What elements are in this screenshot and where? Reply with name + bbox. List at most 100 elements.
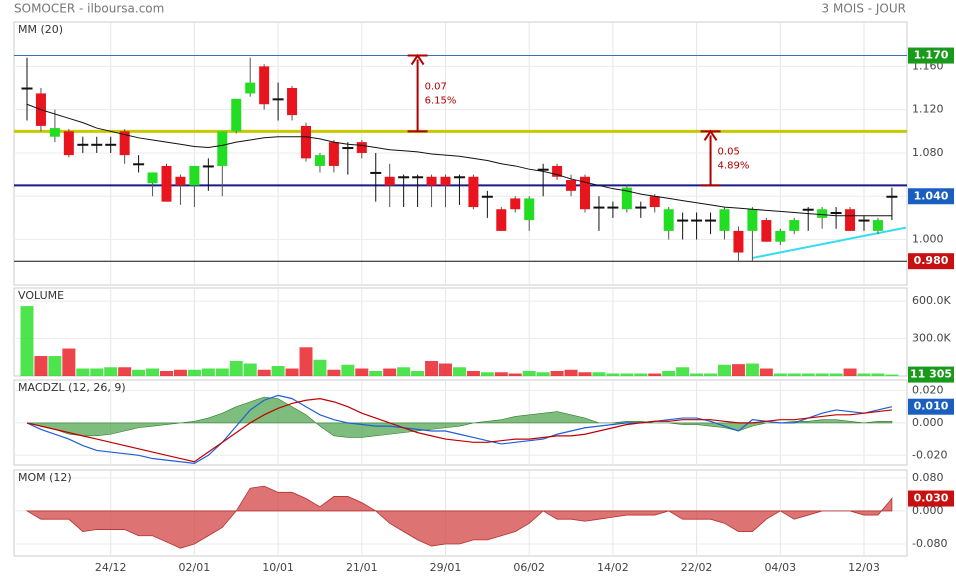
candle-body xyxy=(468,176,479,208)
candle-body xyxy=(384,176,395,186)
volume-bar xyxy=(871,373,885,376)
volume-bar xyxy=(857,373,871,376)
volume-bar xyxy=(425,361,439,376)
candle-body xyxy=(175,176,186,186)
arrow-label: 0.07 xyxy=(425,81,447,92)
panel-label: MOM (12) xyxy=(18,471,72,484)
candle-body xyxy=(775,230,786,242)
volume-bar xyxy=(369,371,383,376)
volume-bar xyxy=(801,373,815,376)
candle-body xyxy=(802,208,814,211)
volume-bar xyxy=(383,368,397,376)
candle-body xyxy=(607,206,619,209)
volume-bar xyxy=(704,373,718,376)
volume-bar xyxy=(522,371,536,376)
candle-body xyxy=(845,209,856,231)
candle-body xyxy=(537,168,549,171)
arrow-label: 0.05 xyxy=(718,146,740,157)
panel-label: VOLUME xyxy=(18,289,64,302)
panel-frame xyxy=(13,21,908,286)
volume-bar xyxy=(843,368,857,376)
candle-body xyxy=(119,131,130,156)
y-tick-label: 600.0K xyxy=(912,294,951,307)
volume-bar xyxy=(745,363,759,376)
last-value-label: 0.010 xyxy=(914,400,949,413)
volume-bar xyxy=(564,369,578,376)
candle-body xyxy=(63,131,74,156)
x-tick-label: 02/01 xyxy=(179,561,211,574)
last-value-label: 1.170 xyxy=(914,49,949,62)
candle-body xyxy=(314,155,325,166)
volume-bar xyxy=(20,306,34,376)
x-tick-label: 21/01 xyxy=(346,561,378,574)
last-value-box xyxy=(908,188,954,205)
y-tick-label: 1.080 xyxy=(912,146,944,159)
volume-bar xyxy=(201,368,215,376)
candle-body xyxy=(370,171,382,174)
volume-bar xyxy=(731,364,745,376)
volume-bar xyxy=(592,372,606,376)
volume-bar xyxy=(397,367,411,376)
candle-body xyxy=(147,172,158,184)
candle-body xyxy=(245,82,256,94)
y-tick-label: 0.020 xyxy=(912,384,944,397)
volume-bar xyxy=(439,363,452,376)
period: 3 MOIS - JOUR xyxy=(822,2,906,16)
volume-bar xyxy=(676,367,690,376)
momentum-area xyxy=(25,485,893,549)
candle-body xyxy=(189,165,200,186)
volume-bar xyxy=(271,366,285,376)
volume-bar xyxy=(829,373,843,376)
y-tick-label: -0.080 xyxy=(912,537,947,550)
panel-frame xyxy=(13,469,908,557)
candle-body xyxy=(677,219,689,222)
candle-body xyxy=(761,220,772,242)
volume-bar xyxy=(160,371,173,376)
x-tick-label: 22/02 xyxy=(681,561,713,574)
candle-body xyxy=(21,87,33,90)
volume-bar xyxy=(243,363,257,376)
volume-bar xyxy=(299,347,313,376)
arrow-pct: 6.15% xyxy=(425,95,457,106)
x-tick-label: 14/02 xyxy=(597,561,629,574)
candle-body xyxy=(328,142,339,166)
volume-bar xyxy=(76,368,90,376)
volume-bar xyxy=(341,364,355,376)
panel-label: MACDZL (12, 26, 9) xyxy=(18,381,126,394)
volume-bar xyxy=(285,368,299,376)
last-value-box xyxy=(908,490,954,507)
candle-body xyxy=(91,143,103,146)
candle-body xyxy=(77,143,89,146)
volume-bar xyxy=(606,373,620,376)
last-value-label: 0.030 xyxy=(914,492,949,505)
volume-bar xyxy=(718,364,731,376)
volume-bar xyxy=(313,359,327,376)
candle-body xyxy=(356,142,367,153)
volume-bar xyxy=(257,369,271,376)
volume-bar xyxy=(34,356,48,376)
candle-body xyxy=(789,220,800,231)
volume-bar xyxy=(550,371,564,376)
volume-bar xyxy=(885,374,899,376)
macd-line xyxy=(26,398,892,463)
volume-bar xyxy=(494,372,508,376)
y-tick-label: 1.120 xyxy=(912,103,944,116)
volume-bar xyxy=(327,369,341,376)
volume-bar xyxy=(146,368,160,376)
candle-body xyxy=(272,98,284,101)
candle-body xyxy=(161,165,172,202)
y-tick-label: 300.0K xyxy=(912,332,951,345)
candle-body xyxy=(649,196,660,208)
candle-body xyxy=(886,195,898,198)
y-tick-label: 0.000 xyxy=(912,416,944,429)
volume-bar xyxy=(648,373,662,376)
last-value-box xyxy=(908,398,954,415)
candle-body xyxy=(453,176,465,179)
volume-bar xyxy=(215,368,229,376)
volume-bar xyxy=(466,371,480,376)
x-tick-label: 29/01 xyxy=(430,561,462,574)
candle-body xyxy=(747,209,758,231)
candle-body xyxy=(552,165,563,177)
x-tick-label: 24/12 xyxy=(95,561,127,574)
y-tick-label: 0.080 xyxy=(912,471,944,484)
